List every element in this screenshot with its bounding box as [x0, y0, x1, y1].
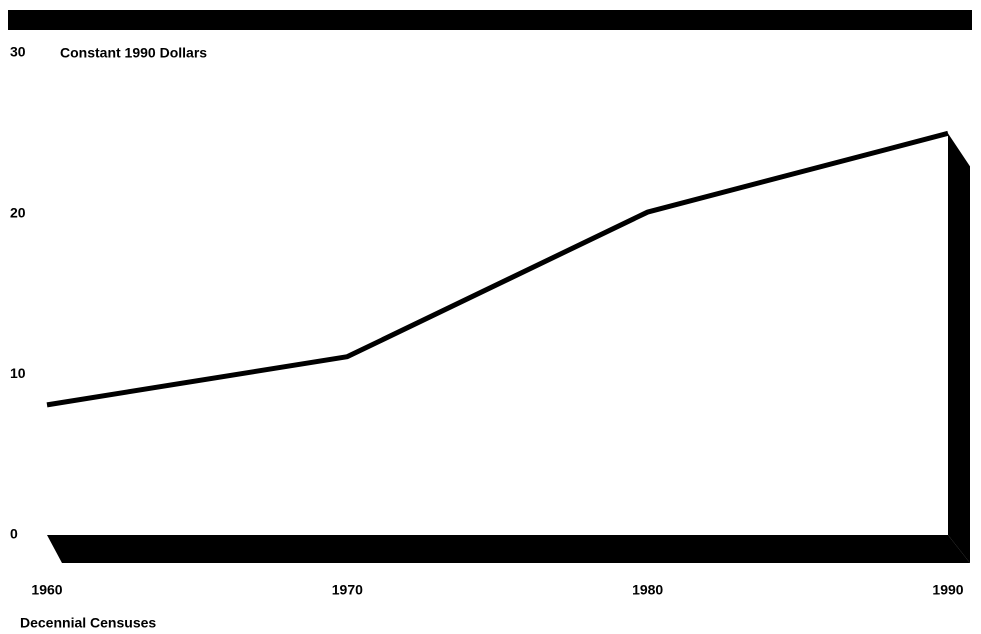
x-tick-label: 1990 — [932, 582, 963, 598]
x-axis-label: Decennial Censuses — [20, 615, 156, 631]
x-tick-label: 1970 — [332, 582, 363, 598]
x-tick-label: 1980 — [632, 582, 663, 598]
top-bar — [8, 10, 972, 30]
y-axis-label: Constant 1990 Dollars — [60, 45, 207, 61]
y-tick-label: 10 — [10, 365, 26, 381]
x-tick-label: 1960 — [31, 582, 62, 598]
wall-shadow — [948, 133, 970, 564]
y-tick-label: 20 — [10, 204, 26, 220]
line — [46, 130, 949, 408]
floor-shadow — [47, 535, 970, 563]
y-tick-label: 30 — [10, 44, 26, 60]
y-tick-label: 0 — [10, 526, 18, 542]
